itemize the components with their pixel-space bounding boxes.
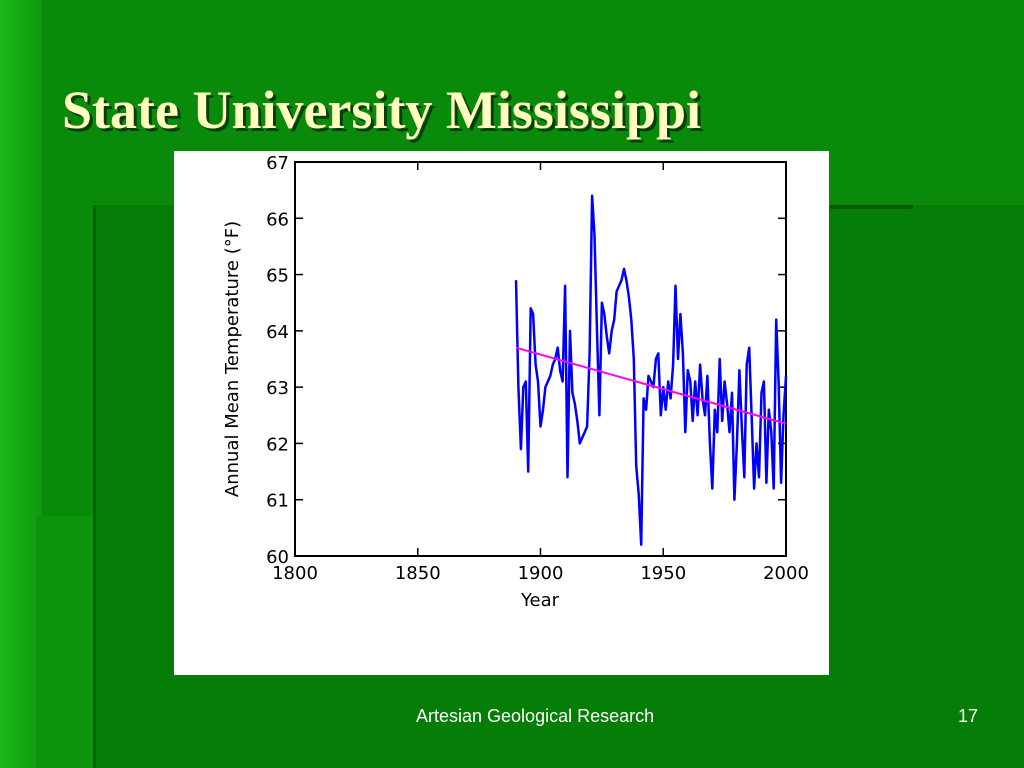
- page-number: 17: [958, 706, 979, 726]
- temperature-series-line: [514, 194, 788, 546]
- series-layer: [514, 194, 788, 546]
- x-tick-label: 1900: [518, 563, 564, 584]
- background-rule: [830, 205, 913, 209]
- y-tick-label: 63: [266, 378, 289, 399]
- x-tick-label: 2000: [763, 563, 809, 584]
- x-tick-label: 1800: [272, 563, 318, 584]
- y-tick-label: 64: [266, 322, 289, 343]
- y-tick-label: 61: [266, 491, 289, 512]
- plot-frame: [294, 161, 787, 557]
- chart-panel: 1800 1850 1900 1950 2000 60 61 62 63 64 65 66 67 Yea…: [174, 151, 829, 675]
- x-tick-label: 1850: [395, 563, 441, 584]
- background-panel-edge: [93, 205, 96, 768]
- x-tick-label: 1950: [640, 563, 686, 584]
- footer-text: Artesian Geological Research: [416, 706, 655, 726]
- background-left-band: [0, 0, 42, 768]
- y-tick-label: 65: [266, 266, 289, 287]
- trend-line: [515, 346, 787, 425]
- slide-title: State University Mississippi: [62, 80, 702, 140]
- axis-ticks: 1800 1850 1900 1950 2000 60 61 62 63 64 65 66 67: [266, 153, 809, 584]
- y-tick-label: 62: [266, 434, 289, 455]
- temperature-chart: 1800 1850 1900 1950 2000 60 61 62 63 64 65 66 67 Yea…: [222, 153, 809, 611]
- y-tick-label: 66: [266, 209, 289, 230]
- y-axis-title: Annual Mean Temperature (°F): [222, 221, 243, 497]
- y-tick-label: 60: [266, 547, 289, 568]
- y-tick-label: 67: [266, 153, 289, 174]
- x-axis-title: Year: [520, 590, 560, 611]
